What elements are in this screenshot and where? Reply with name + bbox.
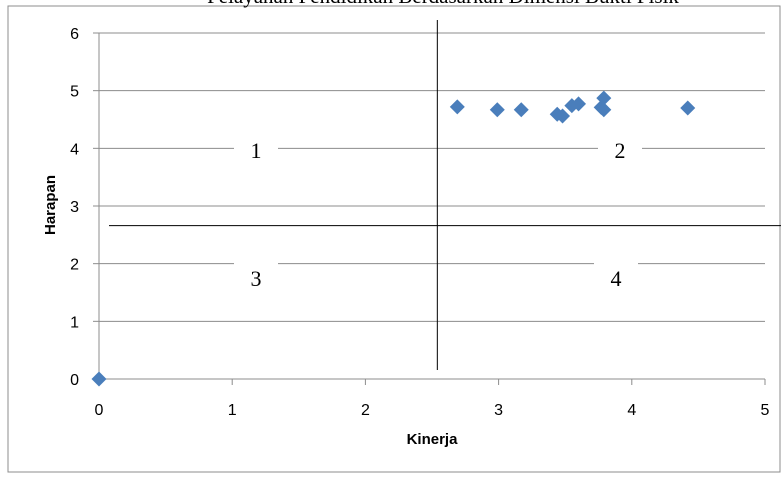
quadrant-label-box-4 <box>594 258 638 298</box>
quadrant-label-box-1 <box>234 130 278 170</box>
quadrant-divider-lines <box>109 20 781 370</box>
axes: 0 1 2 3 4 5 6 0 1 2 3 4 5 <box>70 26 769 419</box>
data-point-10 <box>596 102 612 118</box>
y-tick-label-2: 2 <box>70 257 79 274</box>
quadrant-label-box-2 <box>598 130 642 170</box>
data-point-1 <box>91 371 107 387</box>
x-tick-label-0: 0 <box>95 402 104 419</box>
y-tick-label-5: 5 <box>70 84 79 101</box>
quadrant-label-4: 4 <box>611 266 622 291</box>
x-tick-label-5: 5 <box>761 402 770 419</box>
data-point-6 <box>555 108 571 124</box>
data-point-12 <box>680 100 696 116</box>
quadrant-label-1: 1 <box>251 138 262 163</box>
x-tick-label-4: 4 <box>627 402 636 419</box>
chart-title: Pelayanan Pendidikan Berdasarkan Dimensi… <box>207 0 679 8</box>
data-point-8 <box>571 96 587 112</box>
y-axis-label: Harapan <box>42 175 59 235</box>
y-tick-label-0: 0 <box>70 372 79 389</box>
data-point-11 <box>596 90 612 106</box>
data-point-2 <box>449 99 465 115</box>
x-axis-label: Kinerja <box>407 431 459 448</box>
quadrant-label-box-3 <box>234 258 278 298</box>
data-points <box>91 90 696 387</box>
quadrant-label-3: 3 <box>251 266 262 291</box>
data-point-3 <box>489 102 505 118</box>
chart-frame <box>7 5 781 473</box>
x-tick-label-3: 3 <box>494 402 503 419</box>
quadrant-labels: 1 2 3 4 <box>234 130 642 298</box>
y-tick-label-4: 4 <box>70 141 79 158</box>
y-tick-label-3: 3 <box>70 199 79 216</box>
gridlines <box>99 32 765 322</box>
x-tick-label-2: 2 <box>361 402 370 419</box>
y-tick-label-6: 6 <box>70 26 79 43</box>
x-tick-label-1: 1 <box>228 402 237 419</box>
quadrant-label-2: 2 <box>615 138 626 163</box>
data-point-4 <box>513 102 529 118</box>
y-tick-label-1: 1 <box>70 314 79 331</box>
